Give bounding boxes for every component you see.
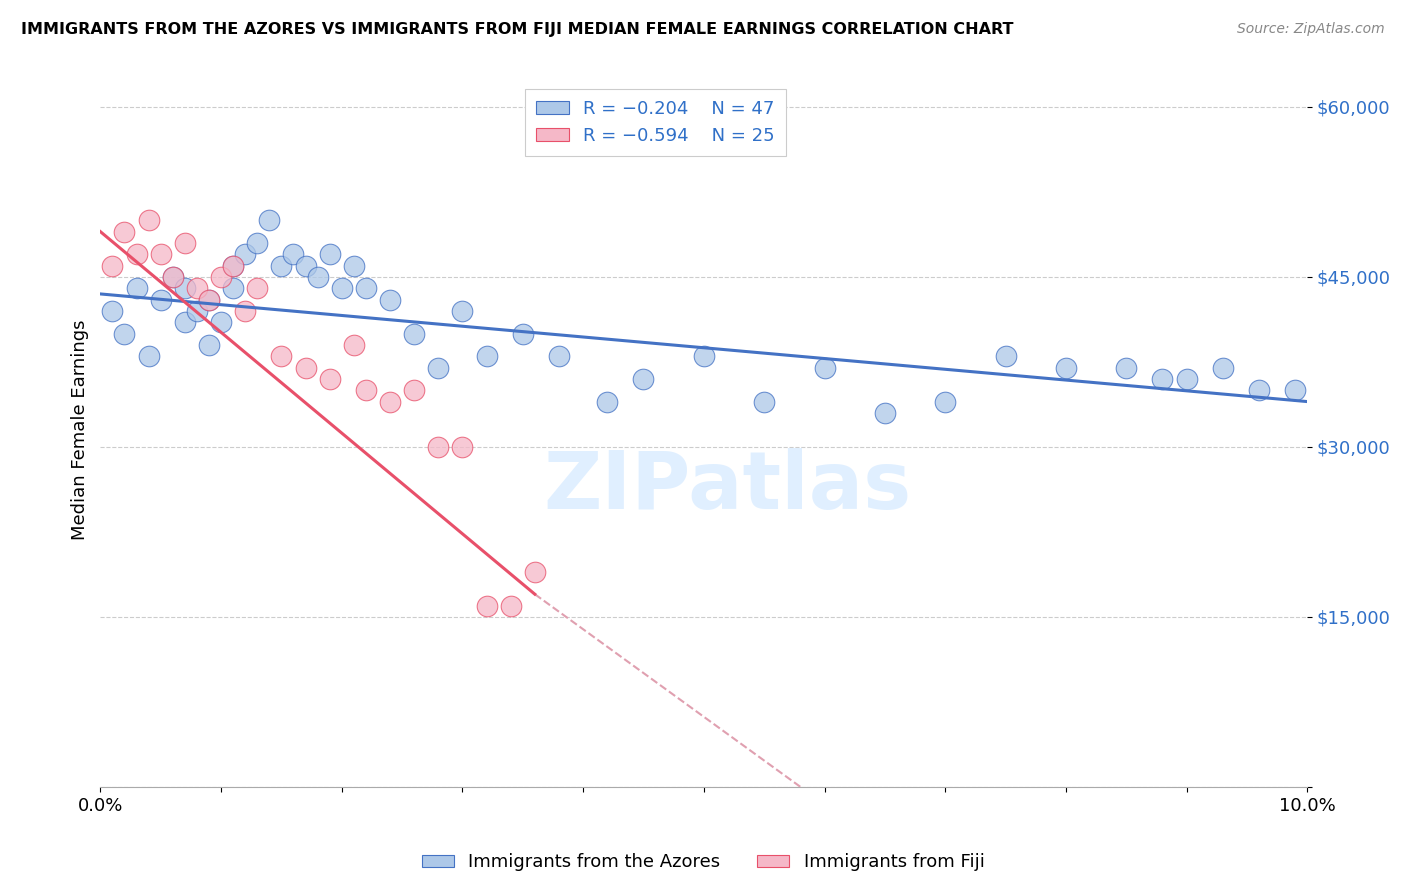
Point	[125, 247, 148, 261]
Point	[307, 269, 329, 284]
Point	[149, 293, 172, 307]
Point	[270, 259, 292, 273]
Point	[101, 304, 124, 318]
Point	[294, 259, 316, 273]
Point	[343, 338, 366, 352]
Point	[813, 360, 835, 375]
Text: Source: ZipAtlas.com: Source: ZipAtlas.com	[1237, 22, 1385, 37]
Point	[1152, 372, 1174, 386]
Point	[186, 281, 208, 295]
Y-axis label: Median Female Earnings: Median Female Earnings	[72, 319, 89, 541]
Point	[209, 269, 232, 284]
Point	[138, 213, 160, 227]
Point	[451, 440, 474, 454]
Point	[222, 259, 245, 273]
Point	[499, 599, 522, 613]
Point	[451, 304, 474, 318]
Point	[246, 281, 269, 295]
Point	[404, 326, 426, 341]
Point	[343, 259, 366, 273]
Point	[934, 394, 956, 409]
Point	[162, 269, 184, 284]
Point	[318, 247, 340, 261]
Point	[149, 247, 172, 261]
Point	[548, 349, 571, 363]
Point	[378, 293, 401, 307]
Legend: R = −0.204    N = 47, R = −0.594    N = 25: R = −0.204 N = 47, R = −0.594 N = 25	[526, 89, 786, 156]
Point	[270, 349, 292, 363]
Point	[693, 349, 716, 363]
Point	[1054, 360, 1077, 375]
Point	[512, 326, 534, 341]
Point	[101, 259, 124, 273]
Point	[475, 599, 498, 613]
Point	[138, 349, 160, 363]
Point	[162, 269, 184, 284]
Point	[1212, 360, 1234, 375]
Point	[404, 384, 426, 398]
Point	[633, 372, 655, 386]
Point	[259, 213, 281, 227]
Point	[283, 247, 305, 261]
Point	[233, 304, 256, 318]
Point	[209, 315, 232, 329]
Point	[233, 247, 256, 261]
Point	[222, 259, 245, 273]
Point	[427, 440, 450, 454]
Point	[873, 406, 896, 420]
Point	[198, 293, 221, 307]
Point	[186, 304, 208, 318]
Point	[198, 293, 221, 307]
Point	[173, 281, 195, 295]
Text: ZIPatlas: ZIPatlas	[544, 448, 912, 526]
Point	[1175, 372, 1198, 386]
Point	[173, 315, 195, 329]
Point	[114, 225, 136, 239]
Point	[354, 281, 377, 295]
Point	[318, 372, 340, 386]
Point	[294, 360, 316, 375]
Point	[475, 349, 498, 363]
Point	[1247, 384, 1270, 398]
Point	[354, 384, 377, 398]
Point	[1284, 384, 1306, 398]
Point	[198, 338, 221, 352]
Point	[173, 235, 195, 250]
Point	[330, 281, 353, 295]
Point	[246, 235, 269, 250]
Point	[378, 394, 401, 409]
Point	[114, 326, 136, 341]
Point	[523, 565, 546, 579]
Text: IMMIGRANTS FROM THE AZORES VS IMMIGRANTS FROM FIJI MEDIAN FEMALE EARNINGS CORREL: IMMIGRANTS FROM THE AZORES VS IMMIGRANTS…	[21, 22, 1014, 37]
Point	[596, 394, 619, 409]
Point	[125, 281, 148, 295]
Point	[222, 281, 245, 295]
Legend: Immigrants from the Azores, Immigrants from Fiji: Immigrants from the Azores, Immigrants f…	[415, 847, 991, 879]
Point	[427, 360, 450, 375]
Point	[1115, 360, 1137, 375]
Point	[752, 394, 775, 409]
Point	[994, 349, 1017, 363]
